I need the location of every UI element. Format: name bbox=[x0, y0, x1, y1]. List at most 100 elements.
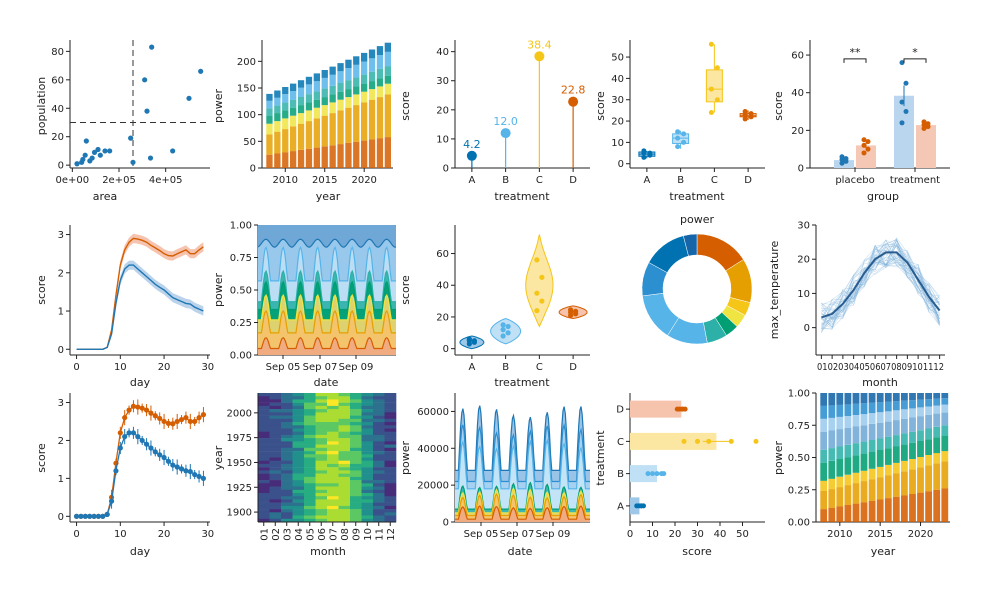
stacked-fraction-bar-segment bbox=[868, 451, 876, 469]
stacked-fraction-bar-segment bbox=[917, 467, 924, 493]
line-band-ytick-label: 1 bbox=[58, 307, 64, 318]
panel-scatter: 0 20 40 60 80 0e+00 2e+05 4e+05 area population bbox=[35, 40, 210, 203]
stacked-fraction-bar-segment bbox=[868, 468, 876, 480]
heatmap-cell bbox=[327, 473, 339, 478]
hbar-point bbox=[661, 471, 667, 477]
errorbar-point-blue bbox=[104, 511, 110, 518]
heatmap-cell bbox=[327, 496, 339, 500]
heatmap-cell bbox=[315, 418, 328, 423]
errorbar-point-orange bbox=[174, 418, 180, 425]
heatmap-cell bbox=[258, 409, 270, 413]
hbar-point bbox=[650, 471, 655, 477]
stacked-power-bar-segment bbox=[305, 94, 313, 103]
stacked-power-bar-segment bbox=[282, 129, 289, 153]
stacked-area-abs-layer bbox=[455, 488, 590, 522]
heatmap-cell bbox=[292, 483, 305, 487]
line-band-xtick-label: 10 bbox=[114, 362, 127, 373]
heatmap-cell bbox=[292, 518, 305, 523]
errorbar-point-orange bbox=[157, 415, 163, 422]
heatmap-cell bbox=[361, 499, 374, 503]
stacked-fraction-bar-segment bbox=[884, 401, 892, 412]
heatmap-cell bbox=[258, 502, 270, 507]
heatmap-cell bbox=[350, 422, 362, 426]
heatmap-cell bbox=[373, 476, 385, 481]
heatmap-cell bbox=[304, 512, 316, 516]
stacked-fraction-bar-segment bbox=[933, 463, 941, 490]
hbar-ytick-label: C bbox=[617, 437, 624, 448]
spaghetti-sample-line bbox=[821, 252, 940, 311]
stacked-fraction-bar-segment bbox=[925, 465, 932, 492]
heatmap-cell bbox=[269, 480, 282, 484]
stacked-fraction-bar-segment bbox=[868, 413, 876, 424]
violin-body bbox=[490, 317, 522, 345]
spaghetti-ytick-label: 0 bbox=[804, 323, 810, 334]
heatmap-cell bbox=[338, 493, 351, 497]
heatmap-cell bbox=[350, 454, 362, 458]
hbar-point bbox=[695, 438, 700, 444]
panel-boxplot: 0 10 20 30 40 50 A B C D treatment score bbox=[594, 40, 765, 203]
heatmap-cell bbox=[327, 418, 339, 423]
violin-point bbox=[505, 330, 511, 336]
heatmap-cell bbox=[384, 502, 397, 507]
stacked-fraction-bar-segment bbox=[933, 437, 941, 454]
heatmap-cell bbox=[384, 467, 397, 471]
stacked-fraction-bar-segment bbox=[884, 436, 892, 449]
stacked-power-bar-segment bbox=[368, 49, 376, 59]
stacked-fraction-bar-segment bbox=[852, 426, 860, 444]
heatmap-cell bbox=[361, 470, 374, 474]
significance-ytick-label: 40 bbox=[791, 88, 804, 99]
violin-point bbox=[471, 338, 477, 344]
scatter-ytick-label: 60 bbox=[51, 75, 64, 86]
heatmap-cell bbox=[304, 457, 316, 461]
violin-ytick-label: 60 bbox=[436, 249, 449, 260]
stacked-fraction-bar-segment bbox=[892, 496, 900, 522]
stacked-fraction-bar-segment bbox=[860, 481, 868, 503]
significance-stars: * bbox=[912, 46, 918, 59]
heatmap-cell bbox=[281, 489, 293, 494]
violin-point bbox=[573, 308, 579, 315]
violin-ytick-label: 40 bbox=[436, 281, 449, 292]
heatmap-cell bbox=[361, 405, 374, 410]
violin-point bbox=[534, 290, 540, 296]
heatmap-cell bbox=[327, 396, 339, 400]
heatmap-cell bbox=[327, 467, 339, 471]
stacked-area-abs-layer-line bbox=[455, 438, 590, 490]
heatmap-cell bbox=[350, 467, 362, 471]
significance-point bbox=[861, 142, 867, 148]
stacked-fraction-bar-segment bbox=[925, 455, 932, 466]
stacked-fraction-bar-segment bbox=[901, 418, 908, 434]
stacked-area-abs-ytick-label: 60000 bbox=[417, 407, 449, 418]
errorbar-point-blue bbox=[122, 434, 128, 440]
heatmap-cell bbox=[269, 512, 282, 516]
scatter-point bbox=[91, 149, 98, 155]
panel-lollipop: 0 10 20 30 40 A B C D 4.2 12.0 38.4 22.8 treatment s… bbox=[399, 38, 590, 203]
heatmap-cell bbox=[269, 438, 282, 442]
stacked-fraction-bar-segment bbox=[884, 464, 892, 476]
stacked-power-bar-segment bbox=[266, 123, 273, 135]
heatmap-cell bbox=[292, 493, 305, 497]
heatmap-cell bbox=[315, 393, 328, 397]
heatmap-cell bbox=[384, 460, 397, 465]
stacked-power-bar-segment bbox=[361, 91, 368, 103]
stacked-power-bar-segment bbox=[297, 97, 305, 105]
heatmap-cell bbox=[361, 412, 374, 416]
stacked-fraction-bar-segment bbox=[836, 459, 844, 477]
stacked-power-bar-segment bbox=[345, 80, 352, 90]
heatmap-cell bbox=[315, 496, 328, 500]
boxplot-ytick-label: 0 bbox=[618, 159, 624, 170]
heatmap-xtick-label: 01 bbox=[259, 528, 270, 541]
spaghetti-sample-line bbox=[821, 239, 940, 329]
spaghetti-sample-line bbox=[821, 249, 940, 330]
heatmap-cell bbox=[338, 425, 351, 429]
spaghetti-sample-line bbox=[821, 243, 940, 314]
heatmap-cell bbox=[373, 480, 385, 484]
hbar-point bbox=[728, 438, 734, 444]
heatmap-cell bbox=[361, 476, 374, 481]
stacked-power-ylabel: power bbox=[212, 89, 225, 123]
stacked-power-bar-segment bbox=[384, 51, 391, 67]
stacked-power-bar-segment bbox=[337, 99, 344, 111]
significance-xtick-label: placebo bbox=[835, 175, 874, 186]
heatmap-cell bbox=[269, 422, 282, 426]
stacked-fraction-bar-segment bbox=[828, 417, 836, 431]
